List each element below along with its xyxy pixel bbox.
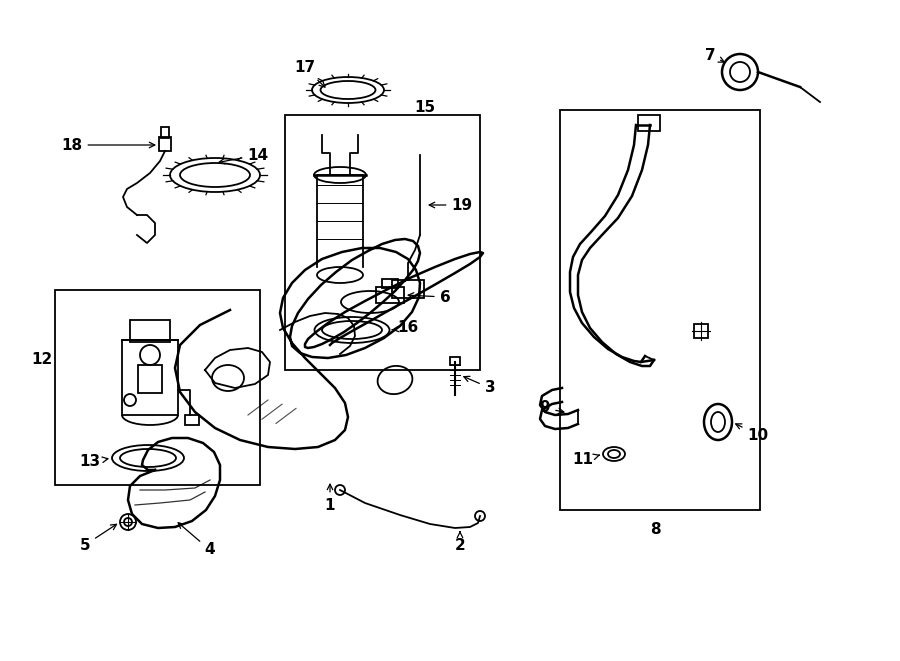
Bar: [138, 365, 162, 393]
Bar: [392, 280, 424, 298]
Bar: [159, 137, 171, 151]
Text: 18: 18: [61, 137, 155, 153]
Text: 11: 11: [572, 453, 599, 467]
Text: 17: 17: [294, 61, 325, 87]
Text: 13: 13: [79, 455, 108, 469]
Text: 1: 1: [325, 484, 335, 512]
Bar: [638, 115, 660, 131]
Text: 19: 19: [429, 198, 472, 212]
Bar: [560, 110, 760, 510]
Text: 5: 5: [80, 524, 116, 553]
Bar: [285, 115, 480, 370]
Text: 9: 9: [540, 401, 564, 416]
Text: 6: 6: [409, 290, 450, 305]
Text: 14: 14: [219, 147, 268, 164]
Bar: [185, 415, 199, 425]
Text: 7: 7: [705, 48, 725, 63]
Bar: [122, 340, 178, 415]
Text: 4: 4: [178, 523, 215, 557]
Text: 15: 15: [414, 100, 436, 114]
Bar: [694, 324, 708, 338]
Text: 12: 12: [32, 352, 52, 368]
Text: 16: 16: [392, 321, 418, 336]
Bar: [382, 279, 398, 288]
Text: 8: 8: [650, 522, 661, 537]
Bar: [130, 320, 170, 342]
Text: 10: 10: [735, 424, 769, 442]
Text: 2: 2: [454, 531, 465, 553]
Text: 3: 3: [464, 376, 495, 395]
Bar: [376, 287, 404, 303]
Bar: [55, 290, 260, 485]
Bar: [450, 357, 460, 365]
Bar: [161, 127, 169, 138]
